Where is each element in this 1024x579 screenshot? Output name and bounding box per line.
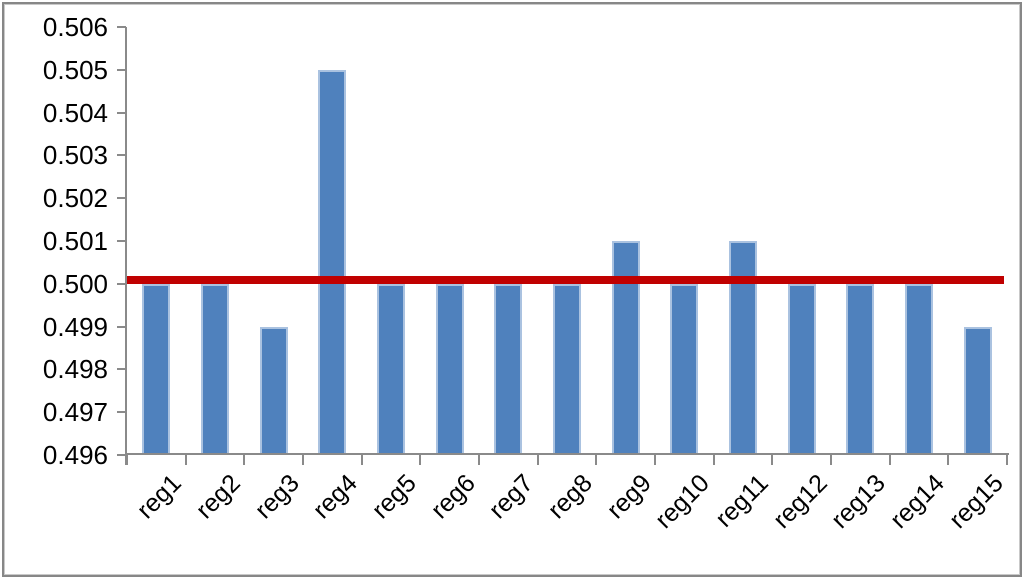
x-axis-tick-label: reg6 xyxy=(425,469,481,525)
x-axis-tick-label: reg5 xyxy=(366,469,422,525)
bar xyxy=(435,283,464,455)
x-axis-tick xyxy=(360,455,363,465)
y-axis-tick-label: 0.496 xyxy=(42,440,108,470)
x-axis-tick-label: reg10 xyxy=(650,469,716,535)
x-axis-tick xyxy=(712,455,715,465)
y-axis-tick-label: 0.497 xyxy=(42,397,108,428)
x-axis-tick xyxy=(830,455,832,465)
x-axis-tick xyxy=(302,455,304,465)
x-axis-tick-label: reg12 xyxy=(767,469,833,535)
x-axis-tick xyxy=(595,455,598,465)
x-axis-tick-label: reg7 xyxy=(483,469,540,525)
y-axis-tick xyxy=(117,325,126,328)
y-axis-tick-label: 0.501 xyxy=(42,226,108,256)
bar xyxy=(553,283,581,455)
x-axis-tick xyxy=(126,455,128,465)
bar xyxy=(670,283,699,455)
x-axis-tick-label: reg3 xyxy=(249,469,305,525)
x-axis-tick-label: reg8 xyxy=(542,469,598,525)
y-axis-tick-label: 0.505 xyxy=(42,54,108,85)
x-axis-tick xyxy=(243,455,246,465)
y-axis-tick-label: 0.503 xyxy=(42,140,108,171)
x-axis-tick-label: reg15 xyxy=(943,469,1009,535)
y-axis-tick xyxy=(117,111,126,114)
x-axis-tick-label: reg13 xyxy=(826,469,892,535)
x-axis-tick xyxy=(947,455,950,465)
x-axis-tick xyxy=(771,455,774,465)
bar xyxy=(259,326,288,455)
x-axis-tick xyxy=(184,455,187,465)
y-axis-tick xyxy=(117,454,126,456)
x-axis-tick xyxy=(1006,455,1008,465)
x-axis-tick-label: reg9 xyxy=(601,469,657,525)
x-axis-tick-label: reg1 xyxy=(131,469,188,525)
y-axis-tick-label: 0.499 xyxy=(42,311,108,342)
bar xyxy=(494,283,523,455)
y-axis-tick-label: 0.502 xyxy=(42,183,108,214)
x-axis-tick-label: reg2 xyxy=(190,469,246,525)
bar xyxy=(611,241,640,455)
x-axis-line xyxy=(125,453,1009,455)
bar xyxy=(318,69,347,455)
y-axis-tick xyxy=(117,368,126,371)
y-axis-tick-label: 0.506 xyxy=(42,12,108,42)
y-axis-line xyxy=(125,27,127,465)
bar xyxy=(377,283,405,455)
x-axis-tick-label: reg14 xyxy=(884,469,950,535)
bar xyxy=(142,283,171,455)
y-axis-tick xyxy=(117,282,126,285)
x-axis-tick xyxy=(419,455,422,465)
x-axis-tick-label: reg11 xyxy=(710,469,774,533)
y-axis-tick-label: 0.498 xyxy=(42,354,108,385)
x-axis-tick xyxy=(888,455,891,465)
x-axis-tick xyxy=(536,455,539,465)
y-axis-tick-label: 0.504 xyxy=(42,97,108,128)
x-axis-tick-label: reg4 xyxy=(307,469,364,525)
bar xyxy=(787,283,816,455)
y-axis-tick xyxy=(117,411,126,414)
y-axis-tick xyxy=(117,154,126,157)
y-axis-tick-label: 0.500 xyxy=(42,268,108,299)
y-axis-tick xyxy=(117,240,126,242)
bar xyxy=(905,283,933,455)
bar xyxy=(729,241,757,455)
y-axis-tick xyxy=(117,68,126,71)
bar xyxy=(201,283,229,455)
x-axis-tick xyxy=(654,455,656,465)
bar xyxy=(846,283,875,455)
reference-line xyxy=(127,275,1004,284)
bar xyxy=(963,326,992,455)
y-axis-tick xyxy=(117,26,126,28)
x-axis-tick xyxy=(478,455,480,465)
y-axis-tick xyxy=(117,197,126,200)
